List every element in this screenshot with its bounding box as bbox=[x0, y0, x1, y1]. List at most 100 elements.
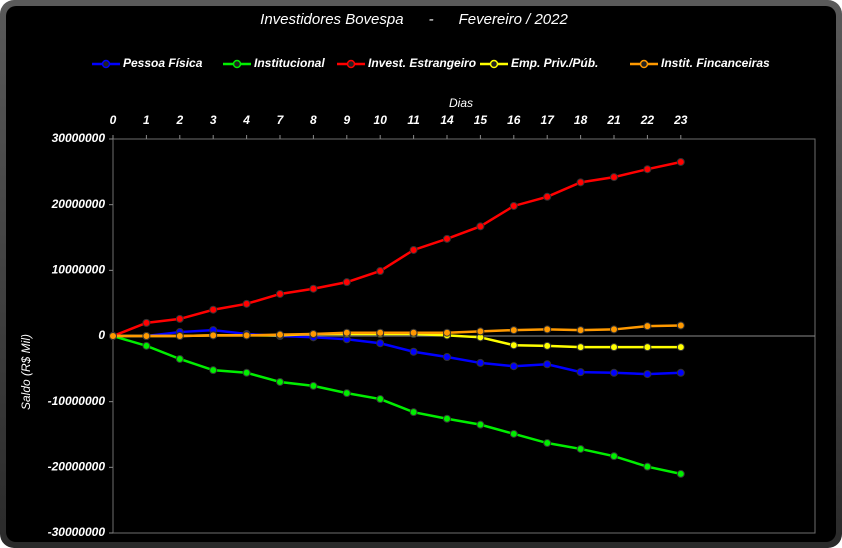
data-point bbox=[242, 368, 251, 377]
data-point bbox=[576, 326, 585, 335]
series-line bbox=[113, 324, 681, 338]
data-point bbox=[209, 305, 218, 314]
x-tick-label: 11 bbox=[407, 113, 420, 127]
data-point bbox=[676, 469, 685, 478]
data-point bbox=[676, 321, 685, 330]
data-point bbox=[576, 343, 585, 352]
data-point bbox=[610, 452, 618, 461]
data-point bbox=[276, 289, 284, 298]
data-point bbox=[543, 360, 552, 369]
data-point bbox=[443, 328, 451, 337]
legend-marker bbox=[639, 59, 649, 69]
legend-marker bbox=[489, 59, 499, 69]
data-point bbox=[376, 266, 385, 275]
data-point bbox=[643, 370, 652, 379]
data-point bbox=[576, 444, 585, 453]
data-point bbox=[242, 299, 251, 308]
data-point bbox=[476, 222, 485, 231]
series-line bbox=[112, 160, 682, 338]
data-point bbox=[509, 201, 518, 210]
x-axis-label: Dias bbox=[449, 96, 473, 110]
data-point bbox=[543, 341, 552, 350]
data-point bbox=[376, 339, 385, 348]
data-point bbox=[443, 414, 451, 423]
x-tick-label: 8 bbox=[310, 113, 317, 127]
x-tick-label: 22 bbox=[640, 113, 655, 127]
legend-marker bbox=[101, 59, 111, 69]
data-point bbox=[276, 330, 284, 339]
data-point bbox=[610, 173, 618, 182]
y-tick-label: 10000000 bbox=[52, 263, 106, 277]
data-point bbox=[543, 325, 552, 334]
data-point bbox=[643, 165, 652, 174]
data-point bbox=[409, 408, 418, 417]
data-point bbox=[309, 381, 318, 390]
legend-label: Pessoa Física bbox=[123, 56, 203, 70]
data-point bbox=[109, 332, 117, 340]
series-line bbox=[113, 328, 681, 376]
data-point bbox=[543, 439, 552, 448]
data-point bbox=[342, 328, 351, 337]
data-point bbox=[476, 420, 485, 429]
x-tick-label: 14 bbox=[440, 113, 454, 127]
x-tick-label: 1 bbox=[143, 113, 150, 127]
y-tick-label: 30000000 bbox=[52, 131, 106, 145]
legend-label: Emp. Priv./Púb. bbox=[511, 56, 598, 70]
x-tick-label: 9 bbox=[343, 113, 350, 127]
data-point bbox=[376, 395, 385, 404]
data-point bbox=[209, 331, 218, 340]
data-point bbox=[643, 343, 652, 352]
data-point bbox=[576, 178, 585, 187]
series-line bbox=[112, 334, 682, 476]
data-point bbox=[509, 341, 518, 350]
y-tick-label: -10000000 bbox=[48, 394, 106, 408]
data-point bbox=[509, 326, 518, 335]
data-point bbox=[276, 377, 284, 386]
data-point bbox=[676, 368, 685, 377]
data-point bbox=[175, 332, 184, 340]
data-point bbox=[509, 429, 518, 438]
x-tick-label: 17 bbox=[541, 113, 556, 127]
x-tick-label: 21 bbox=[606, 113, 621, 127]
x-tick-label: 2 bbox=[175, 113, 183, 127]
legend-label: Invest. Estrangeiro bbox=[368, 56, 476, 70]
legend-marker bbox=[232, 59, 242, 69]
data-point bbox=[509, 362, 518, 371]
chart-area bbox=[6, 6, 836, 542]
data-point bbox=[342, 389, 351, 398]
data-point bbox=[309, 330, 318, 339]
x-tick-label: 16 bbox=[507, 113, 521, 127]
y-axis-label: Saldo (R$ Mil) bbox=[19, 334, 33, 410]
data-point bbox=[643, 462, 652, 471]
data-point bbox=[342, 278, 351, 287]
data-point bbox=[142, 341, 151, 350]
data-point bbox=[610, 325, 618, 334]
data-point bbox=[175, 314, 184, 323]
x-tick-label: 4 bbox=[242, 113, 250, 127]
chart-title: Investidores Bovespa - Fevereiro / 2022 bbox=[260, 11, 568, 28]
data-point bbox=[142, 332, 151, 340]
data-point bbox=[142, 318, 151, 327]
x-tick-label: 0 bbox=[110, 113, 117, 127]
data-point bbox=[676, 157, 685, 166]
data-point bbox=[242, 331, 251, 340]
data-point bbox=[175, 354, 184, 363]
data-point bbox=[610, 343, 618, 352]
data-point bbox=[610, 368, 618, 377]
data-point bbox=[676, 343, 685, 352]
x-tick-label: 10 bbox=[374, 113, 388, 127]
data-point bbox=[376, 328, 385, 337]
x-tick-label: 7 bbox=[277, 113, 285, 127]
x-tick-label: 23 bbox=[673, 113, 688, 127]
data-point bbox=[409, 328, 418, 337]
data-point bbox=[476, 327, 485, 336]
y-tick-label: -20000000 bbox=[48, 460, 106, 474]
y-tick-label: 0 bbox=[98, 328, 105, 342]
x-tick-label: 3 bbox=[210, 113, 217, 127]
legend-label: Instit. Fincanceiras bbox=[661, 56, 770, 70]
x-tick-label: 18 bbox=[574, 113, 588, 127]
legend-marker bbox=[346, 59, 356, 69]
data-point bbox=[576, 368, 585, 377]
data-point bbox=[409, 245, 418, 254]
data-point bbox=[209, 366, 218, 375]
